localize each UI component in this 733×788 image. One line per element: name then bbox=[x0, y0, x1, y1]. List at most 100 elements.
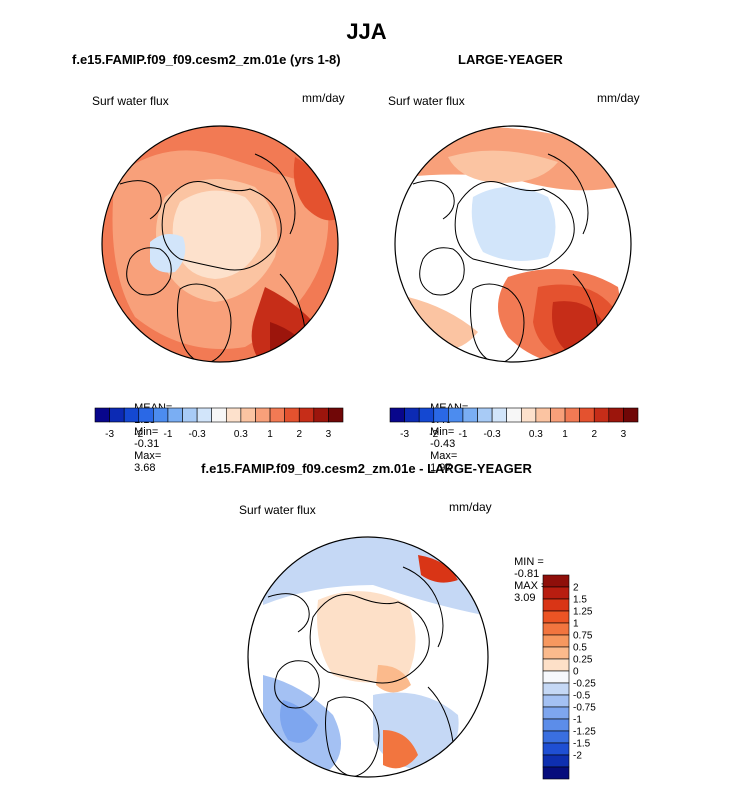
left-field-region bbox=[172, 190, 261, 279]
right-map bbox=[394, 125, 632, 363]
left-colorbar-tick-label: 1 bbox=[267, 429, 273, 440]
left-coastline bbox=[177, 283, 232, 362]
diff-stats: MIN = -0.81 MAX = 3.09 bbox=[508, 544, 547, 604]
right-colorbar-tick-label: 2 bbox=[591, 429, 597, 440]
diff-colorbar-swatch bbox=[542, 646, 570, 660]
diff-colorbar-swatch bbox=[542, 730, 570, 744]
right-colorbar-tick-label: 3 bbox=[621, 429, 627, 440]
diff-colorbar-swatch bbox=[542, 754, 570, 768]
left-colorbar-swatch bbox=[225, 407, 242, 423]
right-colorbar-swatch bbox=[389, 407, 405, 423]
left-colorbar-swatch bbox=[298, 407, 315, 423]
diff-min-label: MIN = bbox=[514, 556, 544, 568]
diff-colorbar-tick-label: -2 bbox=[573, 751, 582, 762]
left-variable-label: Surf water flux bbox=[92, 94, 169, 108]
page-title: JJA bbox=[346, 19, 387, 44]
diff-colorbar-tick-label: -1.5 bbox=[573, 739, 591, 750]
right-colorbar-swatch bbox=[462, 407, 478, 423]
diff-colorbar-tick-label: 1.5 bbox=[573, 595, 587, 606]
left-map-border bbox=[101, 125, 339, 363]
left-colorbar-swatch bbox=[138, 407, 154, 423]
diff-colorbar-tick-label: 2 bbox=[573, 583, 579, 594]
diff-colorbar-tick-label: -0.25 bbox=[573, 679, 596, 690]
left-colorbar-tick-label: -2 bbox=[134, 429, 143, 440]
diff-colorbar-tick-label: 0.75 bbox=[573, 631, 593, 642]
right-min-value: -0.43 bbox=[430, 438, 456, 450]
right-colorbar: -3 -2 -1 -0.3 0.3 1 2 3 bbox=[389, 407, 639, 440]
left-colorbar-swatch bbox=[123, 407, 140, 423]
left-field-region bbox=[293, 157, 338, 221]
diff-colorbar-tick-label: -1.25 bbox=[573, 727, 596, 738]
diff-colorbar-tick-label: -0.75 bbox=[573, 703, 596, 714]
left-colorbar-tick-label: 0.3 bbox=[234, 429, 248, 440]
right-colorbar-swatch bbox=[433, 407, 449, 423]
right-colorbar-swatch bbox=[448, 407, 464, 423]
right-colorbar-tick-label: 1 bbox=[562, 429, 568, 440]
diff-coastline bbox=[402, 566, 444, 648]
left-units-label: mm/day bbox=[302, 91, 345, 105]
diff-min-value: -0.81 bbox=[514, 568, 540, 580]
diff-colorbar-swatch bbox=[542, 610, 570, 624]
right-min-label: Min= bbox=[430, 426, 455, 438]
right-colorbar-swatch bbox=[550, 407, 566, 423]
diff-field-region bbox=[317, 591, 416, 683]
left-min-label: Min= bbox=[134, 426, 159, 438]
diff-coastline bbox=[274, 660, 320, 709]
left-coastline bbox=[161, 181, 282, 271]
right-colorbar-tick-label: -2 bbox=[429, 429, 438, 440]
diff-colorbar-swatch bbox=[542, 634, 570, 648]
diff-colorbar-swatch bbox=[542, 622, 570, 636]
right-colorbar-swatch bbox=[608, 407, 624, 423]
left-colorbar-swatch bbox=[167, 407, 183, 423]
right-colorbar-tick-label: -0.3 bbox=[484, 429, 502, 440]
diff-colorbar-swatch bbox=[542, 766, 570, 780]
right-colorbar-swatch bbox=[593, 407, 610, 423]
diff-coastline bbox=[325, 696, 380, 777]
left-map bbox=[101, 125, 339, 363]
diff-colorbar-tick-label: -1 bbox=[573, 715, 582, 726]
left-colorbar-tick-label: -0.3 bbox=[189, 429, 207, 440]
diff-colorbar-swatch bbox=[542, 658, 570, 672]
right-coastline bbox=[419, 247, 465, 296]
right-coastline bbox=[470, 283, 525, 362]
right-field-region bbox=[448, 150, 558, 183]
diff-colorbar-swatch bbox=[542, 586, 570, 600]
right-coastline bbox=[547, 153, 589, 235]
diff-units-label: mm/day bbox=[449, 500, 492, 514]
diff-colorbar-swatch bbox=[542, 742, 570, 756]
diff-colorbar-swatch bbox=[542, 718, 570, 732]
left-panel-title: f.e15.FAMIP.f09_f09.cesm2_zm.01e (yrs 1-… bbox=[72, 52, 341, 67]
diff-colorbar-swatch bbox=[542, 598, 570, 612]
left-max-label: Max= bbox=[134, 450, 162, 462]
diff-colorbar-swatch bbox=[542, 706, 570, 720]
right-colorbar-swatch bbox=[564, 407, 580, 423]
right-colorbar-swatch bbox=[491, 407, 508, 423]
diff-colorbar-tick-label: 0 bbox=[573, 667, 579, 678]
right-colorbar-tick-label: 0.3 bbox=[529, 429, 543, 440]
diff-field-region bbox=[383, 730, 418, 769]
right-max-label: Max= bbox=[430, 450, 458, 462]
left-colorbar-swatch bbox=[182, 407, 198, 423]
right-colorbar-swatch bbox=[477, 407, 493, 423]
diff-map-border bbox=[247, 536, 489, 778]
right-colorbar-swatch bbox=[520, 407, 537, 423]
left-colorbar-swatch bbox=[269, 407, 285, 423]
diff-map bbox=[247, 536, 489, 778]
right-variable-label: Surf water flux bbox=[388, 94, 465, 108]
diff-colorbar-swatch bbox=[542, 682, 570, 696]
left-field-region bbox=[150, 233, 186, 273]
left-colorbar-swatch bbox=[328, 407, 344, 423]
right-max-value: 1.97 bbox=[430, 462, 452, 474]
left-colorbar-swatch bbox=[211, 407, 227, 423]
left-min-value: -0.31 bbox=[134, 438, 160, 450]
left-colorbar-swatch bbox=[109, 407, 125, 423]
diff-field-region bbox=[418, 555, 458, 583]
left-colorbar-swatch bbox=[240, 407, 256, 423]
diff-colorbar-swatch bbox=[542, 574, 570, 588]
left-colorbar-tick-label: 3 bbox=[326, 429, 332, 440]
right-colorbar-swatch bbox=[623, 407, 639, 423]
left-colorbar-swatch bbox=[284, 407, 300, 423]
left-colorbar-tick-label: 2 bbox=[296, 429, 302, 440]
diff-colorbar-tick-label: 0.25 bbox=[573, 655, 593, 666]
diff-colorbar: 21.51.2510.750.50.250-0.25-0.5-0.75-1-1.… bbox=[542, 574, 596, 780]
